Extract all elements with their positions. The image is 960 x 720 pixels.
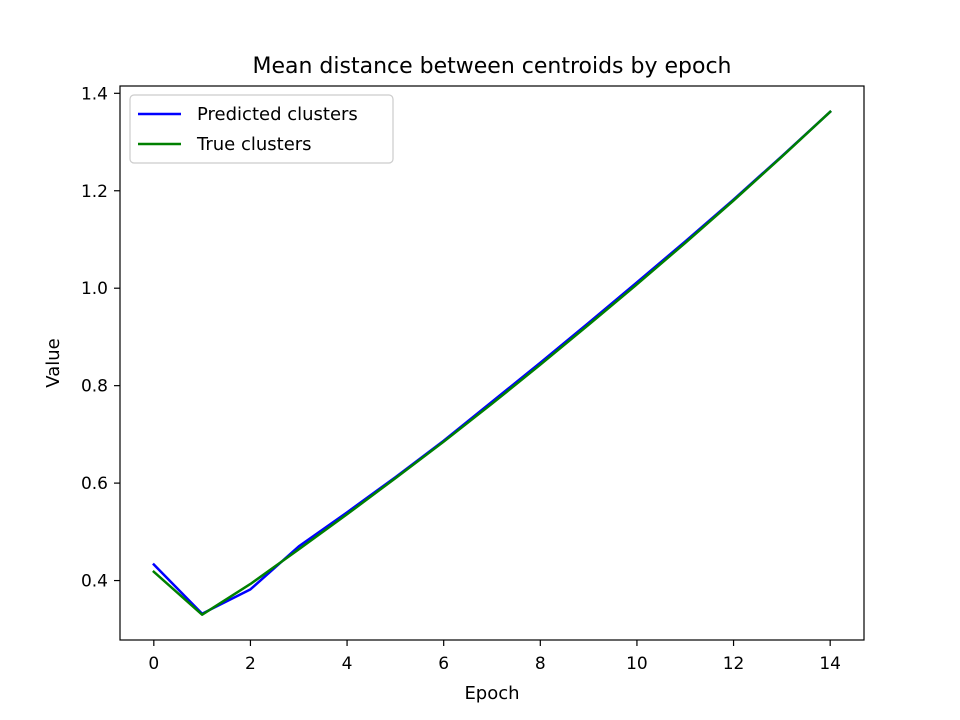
legend: Predicted clusters True clusters xyxy=(129,94,394,164)
y-tick-label: 1.0 xyxy=(81,279,108,299)
axes-frame xyxy=(119,85,865,641)
x-tick-label: 14 xyxy=(819,654,841,674)
legend-label-true-clusters: True clusters xyxy=(196,134,312,155)
x-axis-ticks: 0 2 4 6 8 10 12 14 xyxy=(148,640,841,674)
y-tick-label: 0.4 xyxy=(81,572,108,592)
y-tick-label: 0.6 xyxy=(81,474,108,494)
x-tick-label: 12 xyxy=(723,654,745,674)
x-tick-label: 4 xyxy=(342,654,353,674)
legend-box xyxy=(129,94,394,164)
axes-background xyxy=(120,86,864,640)
plot-area xyxy=(119,85,865,641)
series-line-true-clusters xyxy=(152,110,832,616)
y-axis-label: Value xyxy=(43,338,64,387)
y-tick-label: 1.4 xyxy=(81,84,108,104)
x-tick-label: 10 xyxy=(626,654,648,674)
series-layer xyxy=(152,110,832,616)
y-axis-ticks: 0.4 0.6 0.8 1.0 1.2 1.4 xyxy=(81,84,120,592)
y-tick-label: 1.2 xyxy=(81,182,108,202)
x-tick-label: 0 xyxy=(148,654,159,674)
x-tick-label: 6 xyxy=(438,654,449,674)
y-tick-label: 0.8 xyxy=(81,377,108,397)
x-tick-label: 2 xyxy=(245,654,256,674)
x-tick-label: 8 xyxy=(535,654,546,674)
legend-label-predicted-clusters: Predicted clusters xyxy=(197,104,358,125)
x-axis-label: Epoch xyxy=(464,683,519,704)
chart-title: Mean distance between centroids by epoch xyxy=(252,54,731,79)
